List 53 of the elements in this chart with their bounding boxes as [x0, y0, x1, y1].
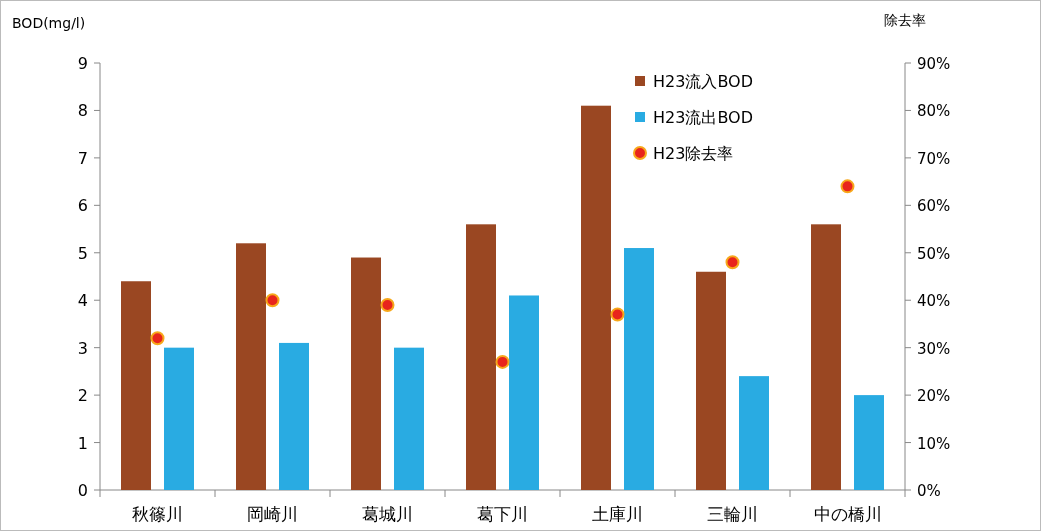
y-tick-label: 1	[77, 433, 88, 453]
bar	[164, 347, 194, 490]
bar	[394, 347, 424, 490]
y-tick-label: 5	[77, 243, 88, 263]
bar	[509, 295, 539, 490]
bar	[624, 248, 654, 490]
y2-tick-label: 0%	[917, 482, 941, 500]
y2-tick-label: 50%	[917, 244, 951, 263]
y-tick-label: 3	[77, 338, 88, 358]
y2-tick-label: 30%	[917, 339, 951, 358]
y-tick-label: 7	[77, 148, 88, 168]
bar	[854, 395, 884, 490]
point	[150, 331, 165, 346]
bar	[739, 376, 769, 490]
y-tick-label: 2	[77, 386, 88, 406]
x-tick-label: 葛城川	[362, 504, 413, 524]
x-tick-label: 葛下川	[477, 504, 528, 524]
y2-tick-label: 60%	[917, 197, 951, 216]
bar	[581, 105, 611, 490]
bar	[466, 224, 496, 490]
x-tick-label: 岡崎川	[247, 504, 298, 524]
point	[495, 354, 510, 369]
x-tick-label: 土庫川	[592, 504, 643, 524]
legend-label: H23流出BOD	[653, 108, 753, 127]
point	[610, 307, 625, 322]
bar	[351, 257, 381, 490]
point	[265, 293, 280, 308]
y2-tick-label: 10%	[917, 434, 951, 453]
legend-label: H23流入BOD	[653, 72, 753, 91]
x-tick-label: 秋篠川	[132, 504, 183, 524]
bar	[696, 271, 726, 490]
y-tick-label: 4	[77, 291, 88, 311]
point	[840, 179, 855, 194]
y-tick-label: 9	[77, 54, 88, 73]
point	[725, 255, 740, 270]
y2-axis-title: 除去率	[884, 12, 926, 28]
bar	[811, 224, 841, 490]
point	[380, 297, 395, 312]
y-tick-label: 6	[77, 196, 88, 216]
y2-tick-label: 90%	[917, 55, 951, 73]
y2-tick-label: 80%	[917, 102, 951, 121]
legend-label: H23除去率	[653, 144, 734, 163]
y-tick-label: 8	[77, 101, 88, 121]
y2-tick-label: 40%	[917, 292, 951, 311]
y-tick-label: 0	[77, 481, 88, 500]
bar	[236, 243, 266, 490]
y2-tick-label: 20%	[917, 387, 951, 406]
bar	[279, 342, 309, 490]
y2-tick-label: 70%	[917, 149, 951, 168]
bar	[121, 281, 151, 490]
x-tick-label: 三輪川	[707, 504, 758, 524]
y-axis-title: BOD(mg/l)	[12, 15, 86, 31]
x-tick-label: 中の橋川	[813, 504, 882, 524]
